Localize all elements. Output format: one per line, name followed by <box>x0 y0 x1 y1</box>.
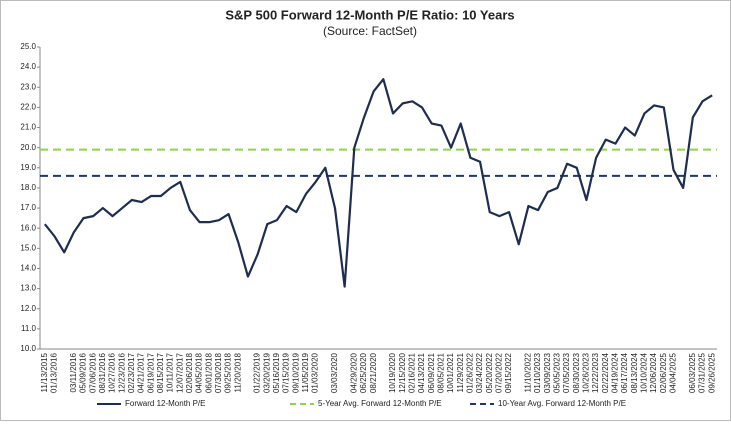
x-tick-label: 11/20/2018 <box>233 352 242 392</box>
x-tick-label: 07/20/2022 <box>495 352 504 393</box>
x-tick-label: 12/07/2017 <box>175 352 184 393</box>
x-tick-label: 03/20/2019 <box>262 352 271 393</box>
y-tick-label: 14.0 <box>20 264 36 273</box>
x-tick-label: 10/19/2020 <box>388 352 397 393</box>
y-tick-label: 23.0 <box>20 82 36 91</box>
legend-label: 10-Year Avg. Forward 12-Month P/E <box>498 399 626 408</box>
x-tick-label: 07/05/2023 <box>562 352 571 393</box>
x-tick-label: 03/11/2016 <box>69 352 78 392</box>
x-tick-label: 12/23/2016 <box>117 352 126 393</box>
x-tick-label: 09/10/2019 <box>291 352 300 393</box>
x-tick-label: 11/10/2022 <box>524 352 533 392</box>
y-tick-label: 12.0 <box>20 304 36 313</box>
y-tick-label: 24.0 <box>20 62 36 71</box>
y-tick-label: 21.0 <box>20 123 36 132</box>
x-tick-label: 02/06/2018 <box>185 352 194 393</box>
y-tick-label: 16.0 <box>20 223 36 232</box>
x-tick-label: 09/15/2022 <box>504 352 513 393</box>
x-tick-label: 12/06/2024 <box>649 352 658 393</box>
x-tick-label: 06/03/2025 <box>688 352 697 393</box>
x-tick-label: 05/05/2023 <box>553 352 562 393</box>
y-tick-label: 10.0 <box>20 344 36 353</box>
x-tick-label: 04/29/2020 <box>349 352 358 393</box>
chart-subtitle: (Source: FactSet) <box>323 24 417 38</box>
x-tick-label: 06/09/2021 <box>427 352 436 393</box>
x-tick-label: 08/31/2016 <box>98 352 107 393</box>
x-tick-label: 05/20/2022 <box>485 352 494 393</box>
y-tick-label: 15.0 <box>20 243 36 252</box>
y-tick-label: 13.0 <box>20 284 36 293</box>
x-tick-label: 02/16/2021 <box>407 352 416 393</box>
x-tick-label: 10/10/2024 <box>640 352 649 393</box>
x-tick-label: 07/15/2019 <box>282 352 291 393</box>
x-tick-label: 08/15/2017 <box>156 352 165 393</box>
x-tick-label: 04/04/2025 <box>669 352 678 393</box>
x-tick-label: 04/13/2021 <box>417 352 426 393</box>
x-tick-label: 06/25/2020 <box>359 352 368 393</box>
x-tick-label: 09/26/2025 <box>707 352 716 393</box>
legend-label: Forward 12-Month P/E <box>125 399 205 408</box>
x-tick-label: 01/10/2023 <box>533 352 542 393</box>
x-tick-label: 03/24/2022 <box>475 352 484 393</box>
x-tick-label: 12/22/2023 <box>591 352 600 393</box>
x-tick-label: 10/27/2016 <box>108 352 117 393</box>
y-tick-label: 11.0 <box>21 324 37 333</box>
x-tick-label: 01/03/2020 <box>311 352 320 393</box>
x-tick-label: 08/13/2024 <box>630 352 639 393</box>
x-tick-label: 05/16/2019 <box>272 352 281 393</box>
x-tick-label: 04/05/2018 <box>195 352 204 393</box>
x-tick-label: 04/19/2024 <box>611 352 620 393</box>
y-tick-label: 17.0 <box>20 203 36 212</box>
x-tick-label: 02/06/2025 <box>659 352 668 393</box>
x-tick-label: 11/13/2015 <box>40 352 49 392</box>
x-tick-label: 11/05/2019 <box>301 352 310 392</box>
x-tick-label: 05/09/2016 <box>79 352 88 393</box>
x-tick-label: 04/21/2017 <box>137 352 146 393</box>
x-tick-label: 01/22/2019 <box>253 352 262 393</box>
x-tick-label: 10/11/2017 <box>166 352 175 392</box>
x-tick-label: 07/30/2018 <box>214 352 223 393</box>
y-tick-label: 18.0 <box>20 183 36 192</box>
x-tick-label: 01/13/2016 <box>50 352 59 393</box>
x-tick-label: 06/01/2018 <box>204 352 213 393</box>
x-tick-label: 06/17/2024 <box>620 352 629 393</box>
y-tick-label: 25.0 <box>20 42 36 51</box>
y-tick-label: 19.0 <box>20 163 36 172</box>
y-tick-label: 22.0 <box>20 103 36 112</box>
x-tick-label: 03/03/2020 <box>330 352 339 393</box>
x-tick-label: 02/22/2024 <box>601 352 610 393</box>
x-tick-label: 10/26/2023 <box>582 352 591 393</box>
x-tick-label: 08/30/2023 <box>572 352 581 393</box>
x-tick-label: 07/31/2025 <box>698 352 707 393</box>
x-tick-label: 01/26/2022 <box>465 352 474 393</box>
chart-title: S&P 500 Forward 12-Month P/E Ratio: 10 Y… <box>225 7 514 22</box>
y-tick-label: 20.0 <box>20 143 36 152</box>
x-tick-label: 07/06/2016 <box>88 352 97 393</box>
x-tick-label: 03/09/2023 <box>543 352 552 393</box>
x-tick-label: 02/23/2017 <box>127 352 136 393</box>
x-tick-label: 06/19/2017 <box>146 352 155 393</box>
legend-label: 5-Year Avg. Forward 12-Month P/E <box>318 399 442 408</box>
x-tick-label: 09/25/2018 <box>224 352 233 393</box>
x-tick-label: 11/29/2021 <box>456 352 465 392</box>
data-line <box>43 78 713 288</box>
x-tick-label: 08/05/2021 <box>436 352 445 393</box>
x-tick-label: 08/21/2020 <box>369 352 378 393</box>
x-tick-label: 12/15/2020 <box>398 352 407 393</box>
x-tick-label: 10/01/2021 <box>446 352 455 393</box>
